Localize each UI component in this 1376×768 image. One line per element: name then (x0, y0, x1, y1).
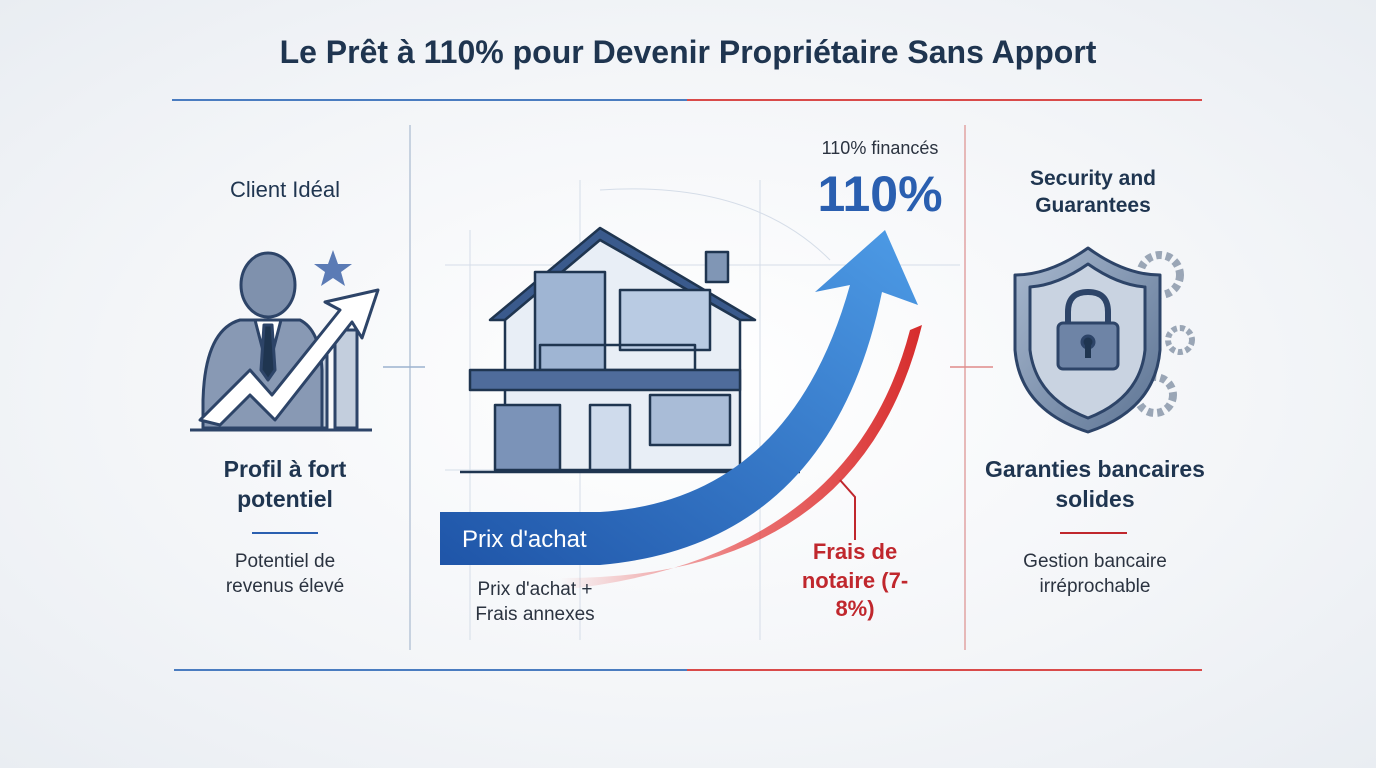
loan-arrow (440, 230, 918, 565)
big-figure: 110% (817, 166, 943, 222)
left-subtitle: Profil à fort potentiel (223, 456, 347, 512)
right-heading: Security and Guarantees (1029, 167, 1157, 218)
house-icon (460, 226, 800, 474)
fees-pointer (839, 479, 856, 540)
right-subtitle: Garanties bancaires solides (985, 456, 1205, 512)
fees: Frais de notaire (7-8%) (801, 539, 909, 622)
fees-arrow (560, 325, 922, 590)
left-description: Potentiel de revenus élevé (225, 551, 345, 597)
left-heading: Client Idéal (229, 177, 341, 202)
security-icon (1013, 246, 1195, 434)
right-description: Gestion bancaire irréprochable (1023, 551, 1167, 597)
note: Prix d'achat + Frais annexes (475, 579, 595, 625)
title: Le Prêt à 110% pour Devenir Propriétaire… (279, 34, 1097, 70)
band-label: Prix d'achat (462, 526, 587, 553)
caption: 110% financés (821, 138, 939, 158)
client-icon (190, 250, 380, 432)
